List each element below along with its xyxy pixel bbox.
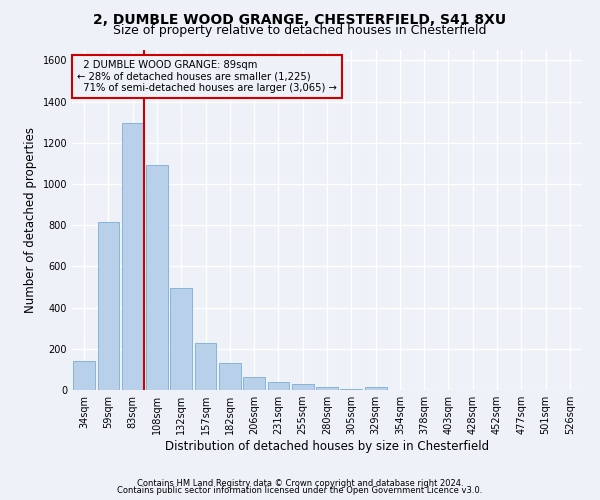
Bar bbox=[97, 222, 119, 390]
Bar bbox=[194, 342, 217, 390]
Bar bbox=[146, 166, 168, 390]
Bar bbox=[292, 384, 314, 390]
Text: 2, DUMBLE WOOD GRANGE, CHESTERFIELD, S41 8XU: 2, DUMBLE WOOD GRANGE, CHESTERFIELD, S41… bbox=[94, 12, 506, 26]
Bar bbox=[340, 389, 362, 390]
Bar bbox=[316, 387, 338, 390]
Bar bbox=[268, 382, 289, 390]
Text: 2 DUMBLE WOOD GRANGE: 89sqm
← 28% of detached houses are smaller (1,225)
  71% o: 2 DUMBLE WOOD GRANGE: 89sqm ← 28% of det… bbox=[77, 60, 337, 94]
Y-axis label: Number of detached properties: Number of detached properties bbox=[24, 127, 37, 313]
Bar bbox=[365, 387, 386, 390]
Bar bbox=[243, 376, 265, 390]
Text: Contains HM Land Registry data © Crown copyright and database right 2024.: Contains HM Land Registry data © Crown c… bbox=[137, 478, 463, 488]
X-axis label: Distribution of detached houses by size in Chesterfield: Distribution of detached houses by size … bbox=[165, 440, 489, 453]
Bar bbox=[122, 123, 143, 390]
Text: Contains public sector information licensed under the Open Government Licence v3: Contains public sector information licen… bbox=[118, 486, 482, 495]
Bar bbox=[73, 361, 95, 390]
Bar bbox=[170, 288, 192, 390]
Bar bbox=[219, 363, 241, 390]
Text: Size of property relative to detached houses in Chesterfield: Size of property relative to detached ho… bbox=[113, 24, 487, 37]
